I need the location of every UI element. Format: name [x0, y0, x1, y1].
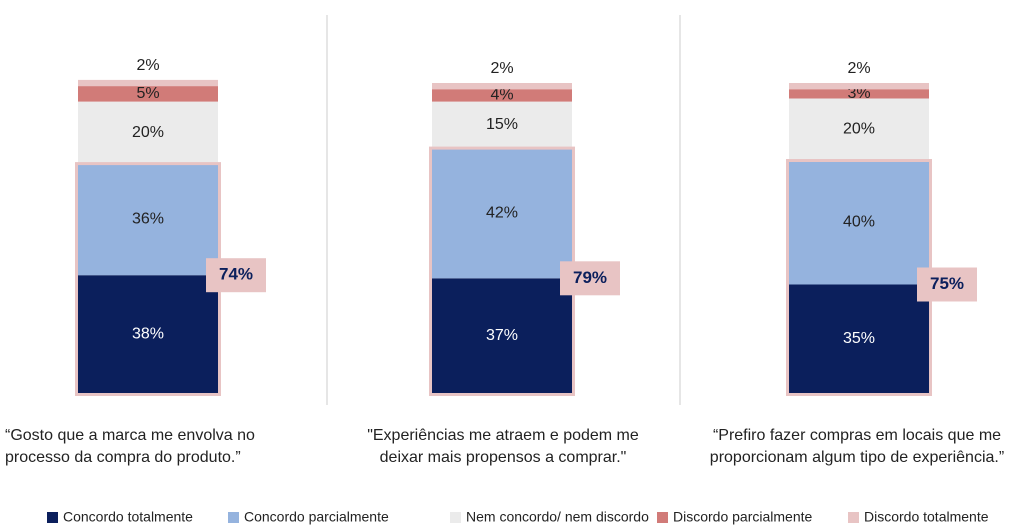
legend-label: Discordo parcialmente	[673, 509, 812, 525]
value-label: 2%	[490, 60, 513, 77]
legend-swatch	[450, 512, 461, 523]
legend-swatch	[228, 512, 239, 523]
bar-segment	[78, 80, 218, 86]
value-label: 35%	[843, 330, 875, 347]
value-label: 38%	[132, 325, 164, 342]
value-label: 2%	[847, 60, 870, 77]
legend-swatch	[47, 512, 58, 523]
statement: "Experiências me atraem e podem me deixa…	[353, 425, 653, 469]
bar-segment	[432, 83, 572, 89]
legend-label: Concordo totalmente	[63, 509, 193, 525]
legend-swatch	[848, 512, 859, 523]
total-label: 79%	[573, 268, 607, 287]
value-label: 37%	[486, 327, 518, 344]
legend-swatch	[657, 512, 668, 523]
value-label: 36%	[132, 211, 164, 228]
total-label: 75%	[930, 274, 964, 293]
total-label: 74%	[219, 265, 253, 284]
value-label: 15%	[486, 116, 518, 133]
statement: “Prefiro fazer compras em locais que me …	[707, 425, 1007, 469]
value-label: 20%	[843, 121, 875, 138]
value-label: 40%	[843, 214, 875, 231]
legend-label: Discordo totalmente	[864, 509, 989, 525]
page: 38%36%20%5%2%74%37%42%15%4%2%79%35%40%20…	[0, 0, 1031, 530]
value-label: 20%	[132, 124, 164, 141]
value-label: 5%	[136, 85, 159, 102]
legend-label: Nem concordo/ nem discordo	[466, 509, 649, 525]
bar-segment	[789, 83, 929, 89]
value-label: 42%	[486, 204, 518, 221]
legend-label: Concordo parcialmente	[244, 509, 389, 525]
statement: “Gosto que a marca me envolva no process…	[5, 425, 275, 469]
value-label: 2%	[136, 57, 159, 74]
